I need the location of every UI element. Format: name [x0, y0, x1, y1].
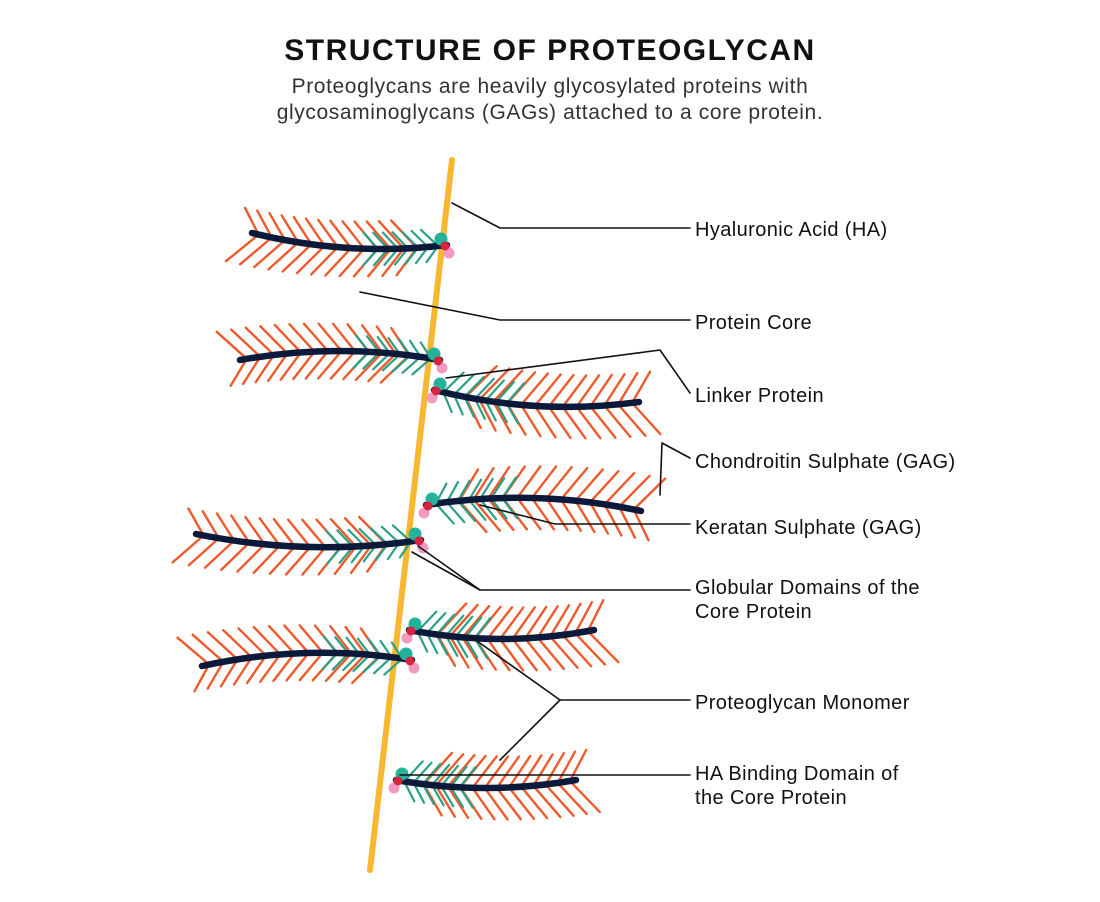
- label-hyaluronic-acid: Hyaluronic Acid (HA): [695, 218, 888, 242]
- label-ha-binding-domain: HA Binding Domain ofthe Core Protein: [695, 762, 899, 810]
- label-protein-core: Protein Core: [695, 311, 812, 335]
- diagram-canvas: STRUCTURE OF PROTEOGLYCAN Proteoglycans …: [0, 0, 1100, 902]
- label-chondroitin: Chondroitin Sulphate (GAG): [695, 450, 956, 474]
- proteoglycan-monomer: [427, 366, 661, 438]
- label-keratan: Keratan Sulphate (GAG): [695, 516, 922, 540]
- proteoglycan-monomer: [389, 750, 600, 819]
- proteoglycan-monomer: [178, 625, 420, 691]
- proteoglycan-monomer: [226, 208, 455, 276]
- proteoglycan-monomer: [173, 509, 429, 575]
- label-proteoglycan-monomer: Proteoglycan Monomer: [695, 691, 910, 715]
- label-globular-domains: Globular Domains of theCore Protein: [695, 576, 920, 624]
- proteoglycan-monomer: [217, 324, 448, 386]
- proteoglycan-monomer: [419, 466, 666, 540]
- proteoglycan-monomer: [402, 600, 619, 670]
- label-linker-protein: Linker Protein: [695, 384, 824, 408]
